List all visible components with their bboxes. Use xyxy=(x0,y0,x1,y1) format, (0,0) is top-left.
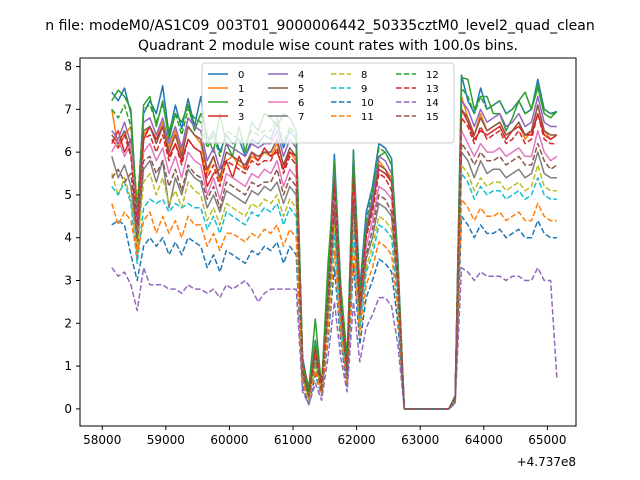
legend-label-12: 12 xyxy=(426,70,439,81)
legend-label-3: 3 xyxy=(238,112,244,123)
y-tick-label: 7 xyxy=(64,102,72,116)
y-tick-label: 8 xyxy=(64,60,72,74)
legend-label-4: 4 xyxy=(298,70,304,81)
y-tick-label: 3 xyxy=(64,274,72,288)
series-line-8 xyxy=(111,164,557,410)
y-tick-label: 5 xyxy=(64,188,72,202)
legend-label-1: 1 xyxy=(238,84,244,95)
legend-label-0: 0 xyxy=(238,70,244,81)
x-offset-label: +4.737e8 xyxy=(517,455,576,469)
y-tick-label: 4 xyxy=(64,231,72,245)
legend-label-15: 15 xyxy=(426,112,439,123)
x-tick-label: 61000 xyxy=(274,433,312,447)
legend-label-7: 7 xyxy=(298,112,304,123)
y-tick-label: 6 xyxy=(64,145,72,159)
series-line-10 xyxy=(111,215,557,410)
chart-title: Quadrant 2 module wise count rates with … xyxy=(138,38,518,54)
series-line-15 xyxy=(111,142,558,410)
y-axis: 0 1 2 3 4 5 6 7 8 xyxy=(64,60,80,416)
legend-label-13: 13 xyxy=(426,84,439,95)
x-tick-label: 63000 xyxy=(401,433,439,447)
series-line-14 xyxy=(111,266,558,410)
axes-frame xyxy=(79,57,577,427)
series-line-5 xyxy=(111,104,557,410)
y-tick-label: 1 xyxy=(64,359,72,373)
y-tick-label: 2 xyxy=(64,316,72,330)
x-tick-label: 65000 xyxy=(528,433,566,447)
figure-suptitle: n file: modeM0/AS1C09_003T01_9000006442_… xyxy=(45,18,594,34)
x-tick-label: 60000 xyxy=(210,433,248,447)
legend-label-14: 14 xyxy=(426,98,439,109)
series-layer xyxy=(111,74,558,410)
legend-label-8: 8 xyxy=(361,70,367,81)
series-line-13 xyxy=(111,112,557,410)
x-tick-label: 62000 xyxy=(338,433,376,447)
series-line-12 xyxy=(111,82,557,410)
legend-label-9: 9 xyxy=(361,84,367,95)
x-tick-label: 64000 xyxy=(465,433,503,447)
x-tick-label: 58000 xyxy=(83,433,121,447)
legend-label-5: 5 xyxy=(298,84,304,95)
legend-label-6: 6 xyxy=(298,98,304,109)
y-tick-label: 0 xyxy=(64,402,72,416)
x-tick-label: 59000 xyxy=(147,433,185,447)
legend-label-10: 10 xyxy=(361,98,374,109)
legend-frame xyxy=(201,62,455,144)
legend-label-11: 11 xyxy=(361,112,374,123)
x-axis: 58000 59000 60000 61000 62000 63000 64000 65000 xyxy=(83,426,566,447)
series-line-11 xyxy=(111,198,557,410)
legend-label-2: 2 xyxy=(238,98,244,109)
